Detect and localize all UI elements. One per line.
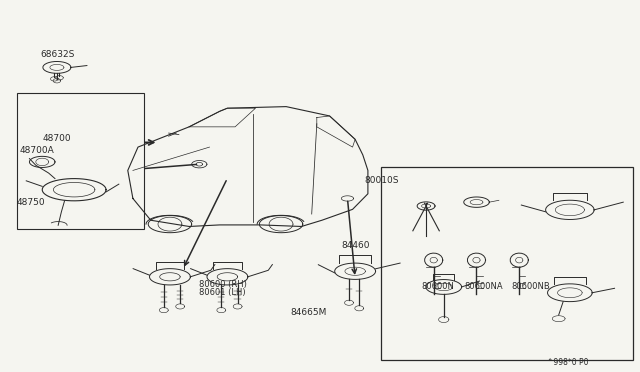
Text: 68632S: 68632S <box>40 50 75 59</box>
Text: 84665M: 84665M <box>290 308 326 317</box>
Bar <box>17 93 145 229</box>
Text: 48700A: 48700A <box>20 146 54 155</box>
Text: 80600NA: 80600NA <box>465 282 503 291</box>
Text: 80601 (LH): 80601 (LH) <box>198 288 245 297</box>
Text: 80600NB: 80600NB <box>511 282 550 291</box>
Text: 80600N: 80600N <box>421 282 454 291</box>
Text: 80600 (RH): 80600 (RH) <box>198 280 246 289</box>
Text: 84460: 84460 <box>341 241 369 250</box>
Bar <box>381 167 633 360</box>
Text: ^998*0 P0: ^998*0 P0 <box>547 357 588 366</box>
Text: 80010S: 80010S <box>365 176 399 185</box>
Text: 48700: 48700 <box>42 134 71 144</box>
Text: 48750: 48750 <box>17 198 45 207</box>
